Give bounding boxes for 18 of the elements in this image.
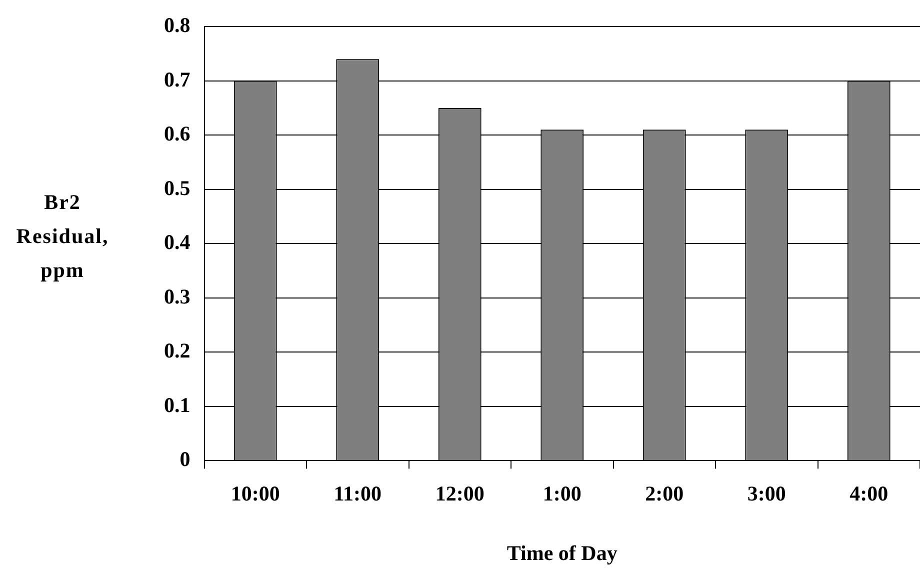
y-tick-label: 0.7: [164, 67, 190, 92]
y-tick-label: 0.5: [164, 176, 190, 200]
y-tick-label: 0.1: [164, 392, 190, 417]
y-tick-label: 0.2: [164, 338, 190, 363]
x-tick-label: 1:00: [542, 482, 582, 506]
y-axis-title: Br2 Residual, ppm: [15, 189, 110, 284]
x-tick-label: 10:00: [230, 482, 280, 506]
y-tick-label: 0.8: [164, 13, 190, 38]
x-tick-label: 2:00: [645, 482, 684, 506]
x-tick-label: 11:00: [334, 482, 382, 506]
x-tick-label: 3:00: [747, 482, 786, 506]
y-tick-label: 0.6: [164, 122, 190, 146]
y-tick-label: 0.3: [164, 284, 190, 308]
y-tick-label: 0: [180, 447, 190, 472]
x-axis-title: Time of Day: [506, 540, 618, 565]
y-tick-label: 0.4: [164, 230, 191, 254]
x-tick-label: 4:00: [850, 482, 888, 506]
x-tick-label: 12:00: [435, 482, 484, 506]
